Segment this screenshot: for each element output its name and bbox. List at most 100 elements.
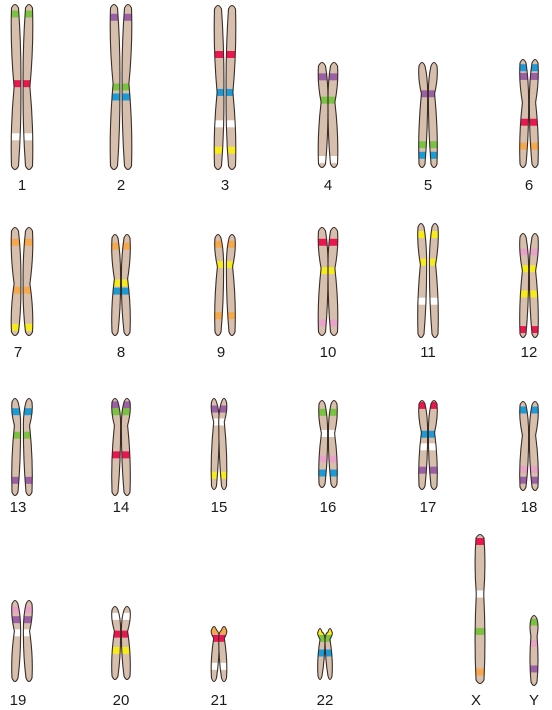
band-purple <box>519 72 529 80</box>
band-white <box>428 443 438 451</box>
band-purple <box>418 466 428 474</box>
band-blue <box>428 151 438 159</box>
band-yellow <box>429 231 439 238</box>
chromosome-20-chromatid <box>111 606 121 680</box>
band-purple <box>211 405 220 413</box>
chromosome-y <box>529 614 539 687</box>
chromosome-9-chromatid <box>226 234 236 336</box>
band-blue <box>23 408 33 416</box>
band-orange <box>475 668 485 676</box>
band-orange <box>111 242 121 250</box>
band-pink <box>328 319 338 327</box>
band-purple <box>318 73 328 81</box>
band-red <box>218 634 227 642</box>
chromosome-label: 9 <box>217 344 225 361</box>
band-orange <box>11 286 21 294</box>
band-white <box>23 133 33 141</box>
chromosome-label: Y <box>529 692 539 709</box>
chromosome-4-chromatid <box>318 62 328 168</box>
chromosome-label: 19 <box>10 692 27 709</box>
chromosome-16 <box>318 399 338 489</box>
band-yellow <box>218 471 227 479</box>
band-purple <box>11 616 21 624</box>
band-white <box>328 429 338 437</box>
band-white <box>11 133 21 141</box>
band-purple <box>529 665 539 673</box>
band-yellow <box>111 646 121 654</box>
band-purple <box>529 72 539 80</box>
band-yellow <box>23 323 33 331</box>
chromosome-label: 1 <box>18 177 26 194</box>
band-pink <box>529 639 539 647</box>
band-pink <box>11 606 21 614</box>
band-red <box>121 630 131 638</box>
chromosome-3-chromatid <box>214 5 224 170</box>
band-blue <box>519 406 529 414</box>
band-yellow <box>318 267 328 275</box>
band-purple <box>428 466 438 474</box>
band-yellow <box>529 290 539 298</box>
band-white <box>318 156 328 164</box>
band-white <box>328 156 338 164</box>
band-white <box>218 418 227 426</box>
chromosome-7-chromatid <box>11 227 21 336</box>
band-pink <box>519 465 529 473</box>
band-orange <box>226 312 236 320</box>
chromosome-9 <box>214 233 236 337</box>
band-purple <box>11 476 21 484</box>
chromosome-19 <box>11 599 33 683</box>
chromosome-label: 4 <box>324 177 332 194</box>
band-purple <box>23 476 33 484</box>
chromosome-10-chromatid <box>318 227 328 336</box>
band-yellow <box>417 231 427 238</box>
band-white <box>418 443 428 451</box>
band-green <box>529 618 539 626</box>
band-yellow <box>214 146 224 154</box>
chromosome-6-chromatid <box>529 59 539 168</box>
band-blue <box>529 406 539 414</box>
band-red <box>328 238 338 246</box>
band-purple <box>519 476 529 484</box>
band-purple <box>428 90 438 98</box>
band-yellow <box>328 267 338 275</box>
chromosome-12 <box>519 232 539 339</box>
band-red <box>529 118 539 126</box>
chromosome-13 <box>11 397 33 497</box>
band-blue <box>519 64 529 72</box>
band-red <box>318 238 328 246</box>
band-white <box>121 612 131 620</box>
chromosome-16-chromatid <box>328 400 338 488</box>
band-purple <box>110 13 120 21</box>
chromosome-10-chromatid <box>328 227 338 336</box>
band-pink <box>529 465 539 473</box>
band-purple <box>328 73 338 81</box>
chromosome-4-chromatid <box>328 62 338 168</box>
band-green <box>325 634 333 642</box>
chromosome-8 <box>111 233 131 337</box>
band-yellow <box>429 258 439 266</box>
band-red <box>418 401 428 409</box>
chromosome-label: X <box>471 692 481 709</box>
band-orange <box>23 286 33 294</box>
band-red <box>11 80 21 88</box>
chromosome-x <box>474 533 486 685</box>
band-blue <box>328 469 338 477</box>
band-red <box>529 326 539 334</box>
chromosome-16-chromatid <box>318 400 328 488</box>
band-red <box>111 630 121 638</box>
band-blue <box>529 64 539 72</box>
band-orange <box>214 312 224 320</box>
chromosome-3-chromatid <box>226 5 236 170</box>
band-red <box>111 451 121 459</box>
chromosome-18 <box>519 400 539 492</box>
band-red <box>211 634 220 642</box>
chromosome-7 <box>10 226 34 337</box>
band-green <box>328 96 338 104</box>
chromosome-5 <box>418 61 438 169</box>
chromosome-12-chromatid <box>529 233 539 338</box>
band-red <box>428 401 438 409</box>
chromosome-label: 8 <box>117 344 125 361</box>
band-white <box>417 297 427 305</box>
band-pink <box>529 248 539 256</box>
chromosome-17 <box>418 399 438 491</box>
